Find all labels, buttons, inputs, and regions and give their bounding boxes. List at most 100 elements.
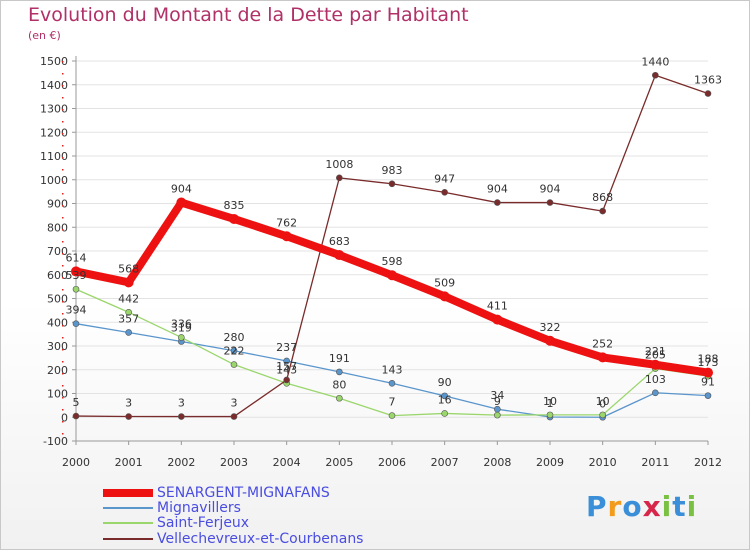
axis-marker: [62, 385, 64, 387]
y-tick-label: 900: [47, 198, 68, 211]
y-tick-label: 1500: [40, 55, 68, 68]
data-label-0: 221: [645, 345, 666, 358]
data-point-2: [72, 285, 80, 293]
data-point-0: [71, 266, 81, 277]
legend-label-vellechevreux: Vellechevreux-et-Courbenans: [157, 531, 364, 547]
x-tick-label: 2003: [220, 456, 248, 469]
data-point-3: [441, 189, 448, 196]
y-tick-label: 1400: [40, 79, 68, 92]
axis-marker: [62, 217, 64, 219]
x-tick-label: 2008: [483, 456, 511, 469]
axis-marker: [62, 121, 64, 123]
data-label-3: 3: [125, 397, 132, 410]
data-point-0: [545, 335, 555, 346]
data-point-1: [283, 357, 290, 365]
data-label-2: 9: [494, 395, 501, 408]
data-point-0: [281, 231, 292, 242]
legend-item-saint-ferjeux: Saint-Ferjeux: [103, 515, 249, 531]
data-label-3: 868: [592, 191, 613, 204]
axis-marker: [62, 133, 64, 135]
axis-marker: [62, 157, 64, 159]
legend-item-vellechevreux: Vellechevreux-et-Courbenans: [103, 531, 363, 547]
data-point-3: [388, 180, 396, 188]
data-point-1: [125, 329, 132, 336]
axis-marker: [62, 181, 64, 183]
data-label-3: 3: [231, 397, 238, 410]
data-point-0: [229, 213, 239, 224]
data-label-0: 188: [698, 353, 719, 366]
data-point-3: [283, 376, 290, 384]
logo-letter: r: [607, 490, 623, 523]
data-label-2: 442: [118, 292, 139, 305]
data-point-0: [439, 291, 450, 302]
x-tick-label: 2000: [62, 456, 90, 469]
data-label-0: 411: [487, 300, 508, 313]
axis-marker: [62, 241, 64, 243]
data-point-3: [494, 199, 501, 206]
data-label-2: 336: [171, 317, 192, 330]
legend-swatch-senargent: [103, 489, 153, 497]
data-point-0: [650, 359, 661, 370]
data-point-0: [703, 367, 713, 378]
data-label-1: 394: [66, 304, 87, 317]
data-label-0: 568: [118, 262, 139, 275]
axis-marker: [62, 229, 64, 231]
y-tick-label: 1300: [40, 103, 68, 116]
data-point-2: [388, 412, 396, 419]
axis-marker: [62, 397, 64, 399]
data-point-0: [176, 197, 187, 208]
data-point-1: [72, 320, 80, 327]
x-tick-label: 2012: [694, 456, 722, 469]
data-label-3: 5: [73, 396, 80, 409]
chart-title: Evolution du Montant de la Dette par Hab…: [28, 4, 469, 26]
data-point-3: [230, 413, 238, 420]
axis-marker: [62, 205, 64, 207]
data-label-2: 143: [276, 363, 297, 376]
axis-marker: [62, 169, 64, 171]
data-label-0: 683: [329, 235, 350, 248]
chart-unit-label: (en €): [28, 29, 61, 42]
legend-item-mignavillers: Mignavillers: [103, 500, 241, 516]
data-label-0: 904: [171, 183, 192, 196]
axis-marker: [62, 289, 64, 291]
data-label-2: 16: [438, 393, 452, 406]
data-point-3: [72, 412, 80, 420]
y-tick-label: 300: [47, 340, 68, 353]
logo-letter: i: [686, 490, 698, 523]
data-label-2: 10: [543, 395, 557, 408]
data-point-3: [178, 413, 185, 420]
axis-marker: [62, 73, 64, 75]
axis-marker: [62, 349, 64, 351]
axis-marker: [62, 361, 64, 363]
data-label-2: 80: [332, 378, 346, 391]
data-label-3: 983: [382, 164, 403, 177]
legend-swatch-vellechevreux: [103, 538, 153, 540]
data-point-2: [546, 411, 554, 419]
data-label-1: 103: [645, 373, 666, 386]
y-tick-label: 0: [61, 411, 68, 424]
x-tick-label: 2011: [641, 456, 669, 469]
data-label-0: 614: [66, 251, 87, 264]
x-tick-label: 2010: [589, 456, 617, 469]
data-point-0: [123, 277, 134, 288]
data-label-3: 157: [276, 360, 297, 373]
data-point-1: [336, 368, 343, 376]
logo-letter: t: [672, 490, 687, 523]
y-tick-label: 400: [47, 316, 68, 329]
logo-letter: P: [586, 490, 608, 523]
data-label-0: 509: [434, 276, 455, 289]
data-label-3: 947: [434, 172, 455, 185]
x-tick-label: 2009: [536, 456, 564, 469]
axis-marker: [62, 409, 64, 411]
x-tick-label: 2002: [167, 456, 195, 469]
data-label-3: 904: [540, 183, 561, 196]
data-label-3: 1440: [641, 55, 669, 68]
data-label-1: 319: [171, 321, 192, 334]
data-point-3: [652, 71, 659, 79]
logo-letter: o: [622, 490, 643, 523]
legend-swatch-mignavillers: [103, 507, 153, 509]
data-point-2: [125, 308, 132, 316]
x-tick-label: 2005: [325, 456, 353, 469]
